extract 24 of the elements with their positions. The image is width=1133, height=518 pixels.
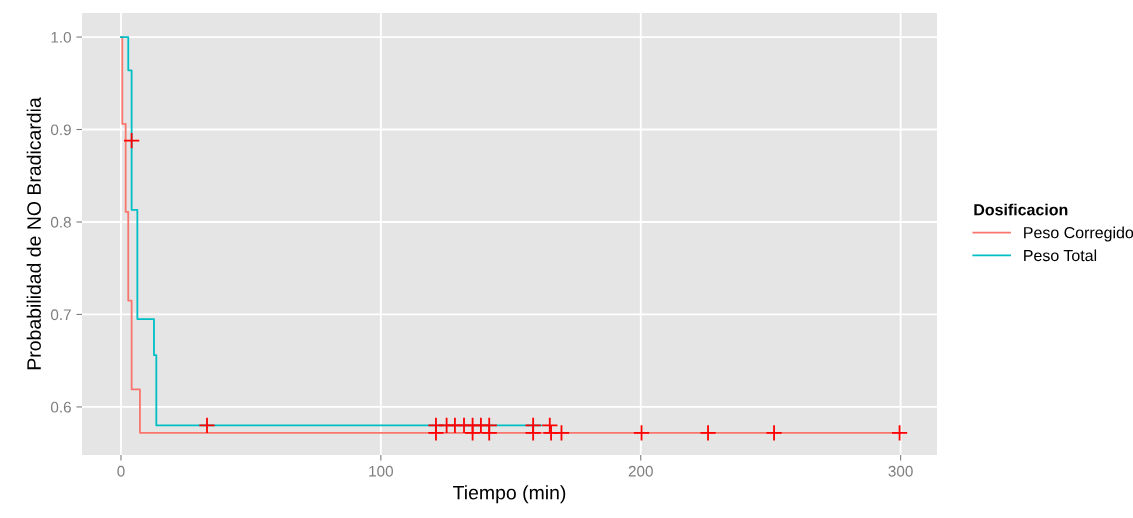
legend-title: Dosificacion: [974, 203, 1068, 216]
y-tick-label: 1.0: [51, 31, 71, 43]
y-tick-label: 0.7: [50, 309, 71, 321]
x-tick-label: 0: [117, 465, 125, 477]
point: [123, 132, 141, 150]
y-tick-label: 0.9: [50, 124, 71, 136]
y-tick-label: 0.8: [50, 216, 71, 228]
point: [632, 424, 651, 442]
y-axis-title: Probabilidad de NO Bradicardia: [26, 97, 41, 370]
x-tick-label: 200: [628, 465, 653, 477]
x-tick-label: 100: [369, 465, 394, 477]
point: [699, 424, 717, 442]
y-tick-label: 0.6: [50, 401, 71, 413]
point: [480, 424, 498, 442]
x-axis-title: Tiempo (min): [453, 485, 566, 504]
legend-label: Peso Corregido: [1024, 226, 1133, 242]
point: [198, 416, 216, 434]
x-tick-label: 300: [888, 465, 913, 477]
point: [552, 424, 571, 442]
point: [765, 424, 783, 442]
point: [891, 424, 909, 442]
point: [541, 416, 559, 434]
point: [524, 424, 542, 442]
legend-label: Peso Total: [1024, 249, 1097, 262]
